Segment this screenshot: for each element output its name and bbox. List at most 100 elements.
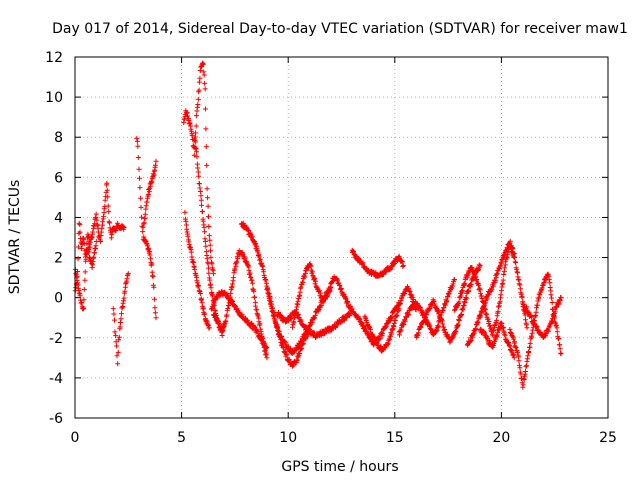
data-point xyxy=(360,260,366,266)
data-point xyxy=(206,325,212,331)
data-point xyxy=(205,195,211,201)
data-point xyxy=(99,225,105,231)
data-point xyxy=(418,324,424,330)
data-point xyxy=(215,295,221,301)
data-point xyxy=(208,248,213,254)
data-point xyxy=(82,269,88,275)
series-sat-f xyxy=(181,60,217,277)
data-point xyxy=(294,358,300,364)
series-sat-d xyxy=(134,135,159,321)
data-point xyxy=(75,244,81,250)
data-point xyxy=(556,300,562,306)
data-point xyxy=(402,318,408,324)
data-point xyxy=(202,229,208,235)
data-point xyxy=(511,336,517,342)
data-point xyxy=(153,315,159,321)
data-point xyxy=(463,295,469,301)
data-point xyxy=(116,337,122,343)
data-point xyxy=(201,72,207,78)
data-point xyxy=(495,330,500,336)
series-sat-b xyxy=(72,239,99,312)
data-point xyxy=(264,355,270,361)
data-point xyxy=(524,363,530,369)
data-point xyxy=(81,237,87,243)
data-point xyxy=(78,246,84,251)
data-point xyxy=(203,243,209,249)
data-point xyxy=(253,327,259,333)
data-point xyxy=(496,304,501,310)
data-point xyxy=(202,86,208,92)
data-point xyxy=(523,322,529,328)
data-point xyxy=(511,251,517,256)
data-point xyxy=(110,306,116,312)
data-point xyxy=(255,249,261,255)
data-point xyxy=(402,291,408,297)
series-sat-c xyxy=(110,271,131,367)
data-point xyxy=(252,294,258,300)
data-point xyxy=(396,254,402,260)
data-point xyxy=(200,218,206,224)
data-point xyxy=(468,338,474,343)
data-point xyxy=(113,228,119,233)
data-point xyxy=(356,255,362,261)
series-sat-v xyxy=(477,320,517,361)
data-point xyxy=(83,251,89,257)
data-point xyxy=(115,361,121,367)
data-point xyxy=(207,277,213,283)
data-point xyxy=(195,102,201,107)
series-sat-s xyxy=(413,262,483,345)
data-point xyxy=(459,312,465,317)
data-point xyxy=(208,285,214,291)
data-point xyxy=(548,292,554,298)
data-point xyxy=(105,194,111,200)
x-tick-label: 25 xyxy=(599,430,617,446)
series-sat-t xyxy=(452,244,530,339)
data-point xyxy=(276,328,282,334)
data-point xyxy=(379,331,385,337)
data-point xyxy=(207,242,213,248)
data-point xyxy=(399,259,405,265)
data-point xyxy=(523,369,528,374)
data-point xyxy=(200,61,206,67)
data-point xyxy=(396,306,402,312)
data-point xyxy=(77,222,83,228)
data-point xyxy=(442,302,448,308)
data-point xyxy=(478,313,483,319)
data-point xyxy=(105,203,111,209)
data-point xyxy=(134,135,140,141)
data-point xyxy=(222,319,228,325)
chart-title: Day 017 of 2014, Sidereal Day-to-day VTE… xyxy=(52,21,628,37)
data-point xyxy=(534,302,540,308)
data-point xyxy=(327,289,333,294)
data-point xyxy=(140,229,146,235)
data-point xyxy=(192,139,198,145)
data-point xyxy=(115,349,121,355)
data-point xyxy=(558,351,564,357)
data-point xyxy=(104,180,110,186)
data-point xyxy=(82,277,88,283)
data-point xyxy=(146,245,152,251)
data-point xyxy=(257,321,263,327)
data-point xyxy=(81,306,87,312)
data-point xyxy=(523,317,528,323)
data-point xyxy=(100,219,106,225)
y-tick-label: 8 xyxy=(54,130,63,146)
data-point xyxy=(527,340,533,346)
data-point xyxy=(476,282,482,288)
data-point xyxy=(194,154,200,160)
data-point xyxy=(142,215,148,221)
series-sat-q xyxy=(362,284,419,354)
data-point xyxy=(519,380,525,386)
data-point xyxy=(270,308,276,314)
data-point xyxy=(117,324,123,330)
data-point xyxy=(206,214,211,220)
data-point xyxy=(498,292,504,298)
data-point xyxy=(295,298,301,304)
data-point xyxy=(291,320,297,326)
data-point xyxy=(235,256,241,262)
data-point xyxy=(205,203,211,209)
data-point xyxy=(191,152,197,158)
data-point xyxy=(263,352,269,358)
data-point xyxy=(203,106,208,112)
